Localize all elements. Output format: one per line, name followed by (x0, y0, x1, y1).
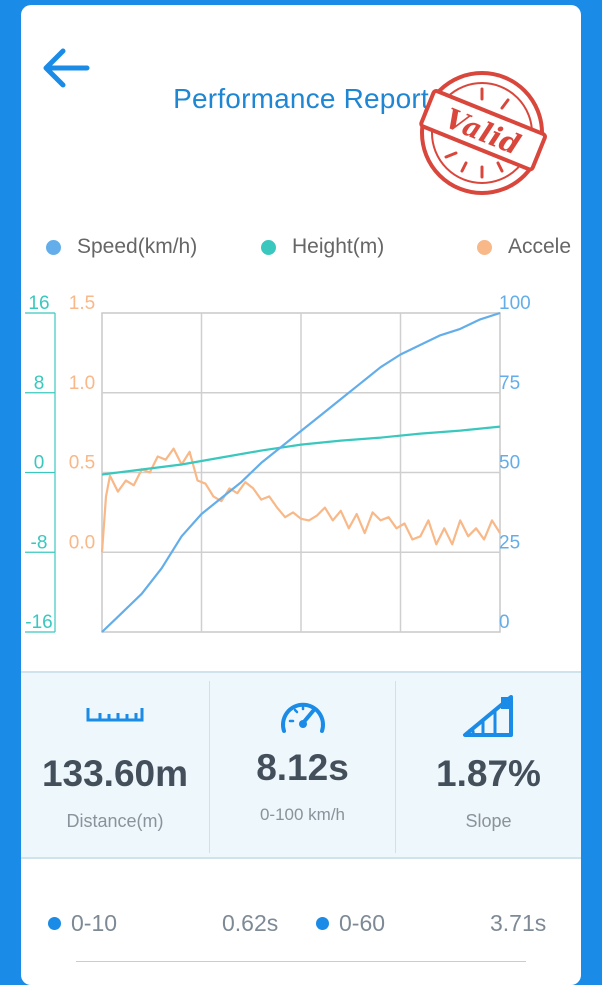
stats-divider (395, 681, 396, 853)
stats-panel: 133.60m Distance(m) 8.12s 0-100 km/h (21, 671, 581, 859)
acceleration-dot-icon (477, 239, 492, 255)
height-tick-label: -16 (25, 612, 52, 633)
slope-icon (462, 695, 513, 737)
stats-divider (209, 681, 210, 853)
split-time-0-10: 0.62s (222, 910, 279, 936)
legend-label-height: Height(m) (292, 235, 385, 258)
speed-tick-label: 100 (499, 293, 531, 314)
split-item-0-60: 0-60 (316, 910, 385, 937)
acceleration-tick-label: 1.5 (69, 293, 95, 314)
report-card: Performance Report Valid Speed (21, 5, 581, 985)
split-label: 0-10 (71, 910, 118, 936)
speed-tick-label: 75 (499, 373, 520, 394)
distance-label: Distance(m) (66, 811, 164, 831)
acceleration-line (100, 447, 501, 553)
stat-slope: 1.87% Slope (396, 673, 581, 857)
stat-distance: 133.60m Distance(m) (21, 673, 209, 857)
speed-tick-label: 25 (499, 532, 520, 553)
height-tick-label: 8 (34, 373, 45, 394)
acceleration-time-label: 0-100 km/h (259, 805, 346, 824)
legend-item-acceleration[interactable]: Accele (477, 235, 571, 259)
stat-acceleration-time: 8.12s 0-100 km/h (210, 673, 395, 857)
height-line (101, 425, 501, 476)
legend-label-speed: Speed(km/h) (77, 235, 198, 258)
split-label: 0-60 (339, 910, 386, 936)
height-tick-label: 0 (34, 453, 45, 474)
speed-line (101, 311, 501, 633)
distance-value: 133.60m (41, 753, 189, 794)
height-tick-label: 16 (28, 293, 49, 314)
acceleration-tick-label: 1.0 (69, 373, 95, 394)
speed-tick-label: 50 (499, 453, 520, 474)
legend-item-speed[interactable]: Speed(km/h) (46, 235, 197, 259)
bullet-icon (316, 917, 329, 930)
split-item-0-10: 0-10 (48, 910, 117, 937)
speed-dot-icon (46, 239, 61, 255)
divider (76, 961, 526, 962)
height-dot-icon (261, 239, 276, 255)
acceleration-time-value: 8.12s (256, 747, 349, 788)
split-time-0-60: 3.71s (490, 910, 547, 936)
legend-item-height[interactable]: Height(m) (261, 235, 384, 259)
back-button[interactable] (39, 45, 93, 91)
bullet-icon (48, 917, 61, 930)
slope-value: 1.87% (436, 753, 541, 794)
acceleration-tick-label: 0.0 (69, 532, 95, 553)
speedometer-icon (280, 702, 325, 733)
speed-tick-label: 0 (499, 612, 510, 633)
slope-label: Slope (465, 811, 512, 831)
chart-legend: Speed(km/h) Height(m) Accele (21, 235, 581, 265)
legend-label-acceleration: Accele (508, 235, 572, 258)
height-tick-label: -8 (31, 532, 48, 553)
arrow-left-icon (43, 48, 90, 88)
ruler-icon (86, 708, 144, 722)
performance-chart: 16 8 0 -8 -16 1.5 1.0 0.5 0.0 100 75 50 25 0 (25, 293, 531, 633)
page-title: Performance Report (173, 83, 429, 114)
acceleration-tick-label: 0.5 (69, 453, 95, 474)
valid-stamp: Valid (416, 67, 548, 199)
